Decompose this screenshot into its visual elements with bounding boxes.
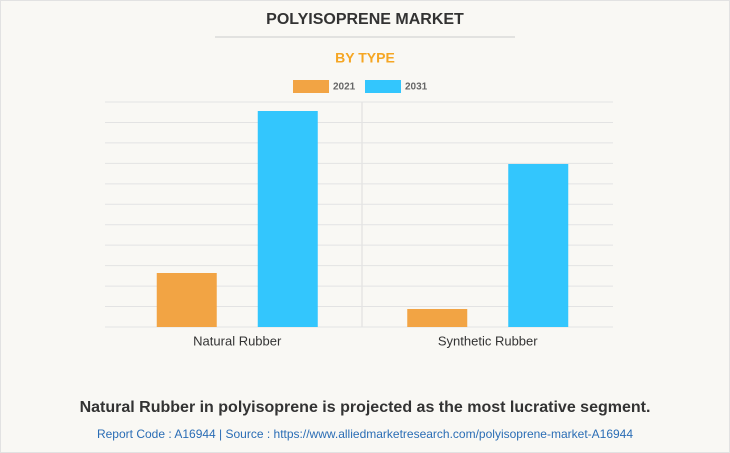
legend-swatch — [365, 80, 401, 93]
legend-label: 2021 — [333, 82, 356, 93]
x-tick-label: Synthetic Rubber — [438, 333, 538, 348]
x-tick-label: Natural Rubber — [193, 333, 282, 348]
legend-swatch — [293, 80, 329, 93]
bar — [156, 273, 217, 327]
bar — [407, 309, 468, 327]
legend-label: 2031 — [405, 82, 428, 93]
caption: Natural Rubber in polyisoprene is projec… — [80, 399, 651, 416]
bar — [508, 163, 569, 327]
chart-subtitle: BY TYPE — [335, 50, 395, 66]
bar — [257, 111, 318, 327]
chart-title: POLYISOPRENE MARKET — [266, 11, 464, 28]
footer: Report Code : A16944 | Source : https://… — [97, 427, 633, 441]
